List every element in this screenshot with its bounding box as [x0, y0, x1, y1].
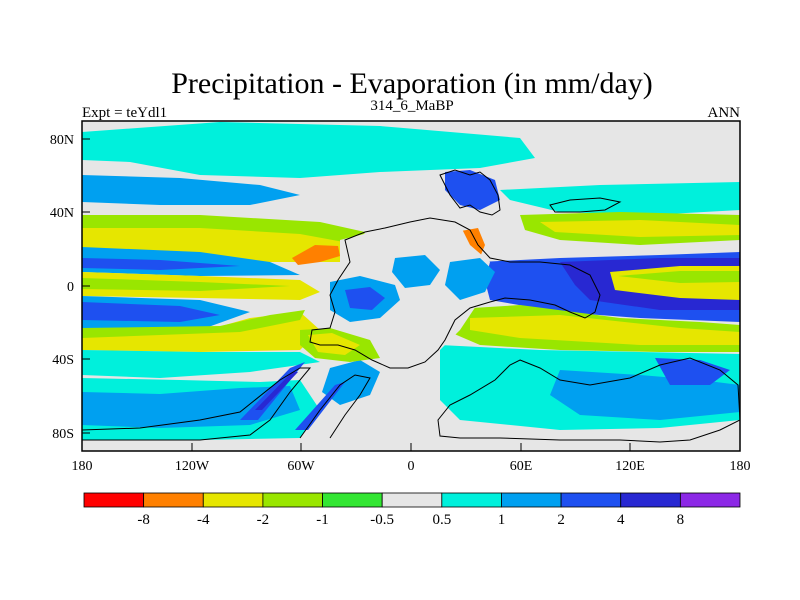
- coastline-antarctic-central: [299, 374, 371, 439]
- colorbar-label: 0.5: [432, 512, 451, 528]
- coastline-northern-east-strip: [549, 197, 622, 213]
- colorbar-label: -4: [197, 512, 210, 528]
- lon-label: 60E: [510, 459, 533, 474]
- dry-band-east-north-yellow: [540, 220, 740, 237]
- blue-northern-land: [445, 170, 500, 210]
- colorbar-swatch: [679, 492, 741, 508]
- colorbar-swatch: [83, 492, 145, 508]
- experiment-label: Expt = teYdl1: [82, 105, 167, 121]
- lon-label: 120E: [615, 459, 645, 474]
- central-wet-west-core: [345, 287, 385, 310]
- cyan-band-south-west: [82, 350, 320, 378]
- colorbar-swatch: [202, 492, 264, 508]
- lat-label: 0: [67, 280, 74, 295]
- blue-storm-track-north: [82, 175, 300, 205]
- southern-ocean-darkblue: [655, 358, 730, 385]
- coastline-southern-continent: [437, 357, 740, 443]
- polar-wet-streak-3: [255, 372, 298, 410]
- central-wet-east: [445, 258, 495, 300]
- coastline-antarctic-west: [82, 367, 312, 441]
- itcz-west-core: [82, 258, 240, 270]
- colorbar-swatch: [143, 492, 204, 508]
- equatorial-dry-west-green: [82, 278, 290, 291]
- colorbar-swatch: [560, 492, 622, 508]
- colorbar-label: 8: [677, 512, 685, 528]
- lon-axis: 180 120W 60W 0 60E 120E 180: [72, 443, 751, 474]
- map-field: [82, 121, 740, 451]
- season-label: ANN: [708, 105, 741, 121]
- lat-label: 40N: [50, 206, 74, 221]
- lon-label: 180: [730, 459, 751, 474]
- lon-label: 120W: [175, 459, 210, 474]
- colorbar-label: -1: [316, 512, 329, 528]
- colorbar-label: -8: [137, 512, 150, 528]
- colorbar-swatch: [322, 492, 383, 508]
- dry-band-north-green: [82, 215, 365, 245]
- colorbar-label: -0.5: [370, 512, 394, 528]
- southern-continent-wet: [322, 360, 380, 405]
- colorbar-label: 1: [498, 512, 506, 528]
- period-label: 314_6_MaBP: [370, 98, 453, 114]
- colorbar-label: 4: [617, 512, 625, 528]
- colorbar: -8 -4 -2 -1 -0.5 0.5 1 2 4 8: [83, 492, 741, 528]
- colorbar-swatch: [501, 492, 562, 508]
- southern-land-dry-yellow: [308, 333, 360, 355]
- coastline-northern-island: [439, 169, 501, 216]
- dry-core-north: [292, 245, 340, 265]
- colorbar-label: 2: [557, 512, 565, 528]
- colorbar-swatch: [262, 492, 323, 508]
- cyan-band-north-pacific: [82, 122, 535, 178]
- plot-title: Precipitation - Evaporation (in mm/day): [171, 67, 653, 100]
- equatorial-dry-tongue-green: [618, 271, 740, 283]
- cyan-band-north-east: [500, 182, 740, 215]
- dry-band-south-east-yellow: [470, 315, 740, 345]
- colorbar-swatch: [620, 492, 681, 508]
- colorbar-label: -2: [257, 512, 270, 528]
- central-land-neutral: [330, 220, 490, 372]
- coastlines: [82, 169, 740, 443]
- lat-label: 80N: [50, 133, 74, 148]
- lon-label: 0: [408, 459, 415, 474]
- lat-axis: 80N 40N 0 40S 80S: [50, 133, 90, 442]
- coastline-main-continent: [309, 217, 601, 369]
- wet-band-south-west-core: [82, 302, 220, 322]
- dry-band-south-green: [82, 310, 305, 338]
- lon-label: 180: [72, 459, 93, 474]
- colorbar-swatch: [381, 492, 443, 508]
- lat-label: 80S: [52, 427, 74, 442]
- central-wet-north: [392, 255, 440, 288]
- colorbar-swatch: [441, 492, 502, 508]
- lat-label: 40S: [52, 353, 74, 368]
- lon-label: 60W: [287, 459, 315, 474]
